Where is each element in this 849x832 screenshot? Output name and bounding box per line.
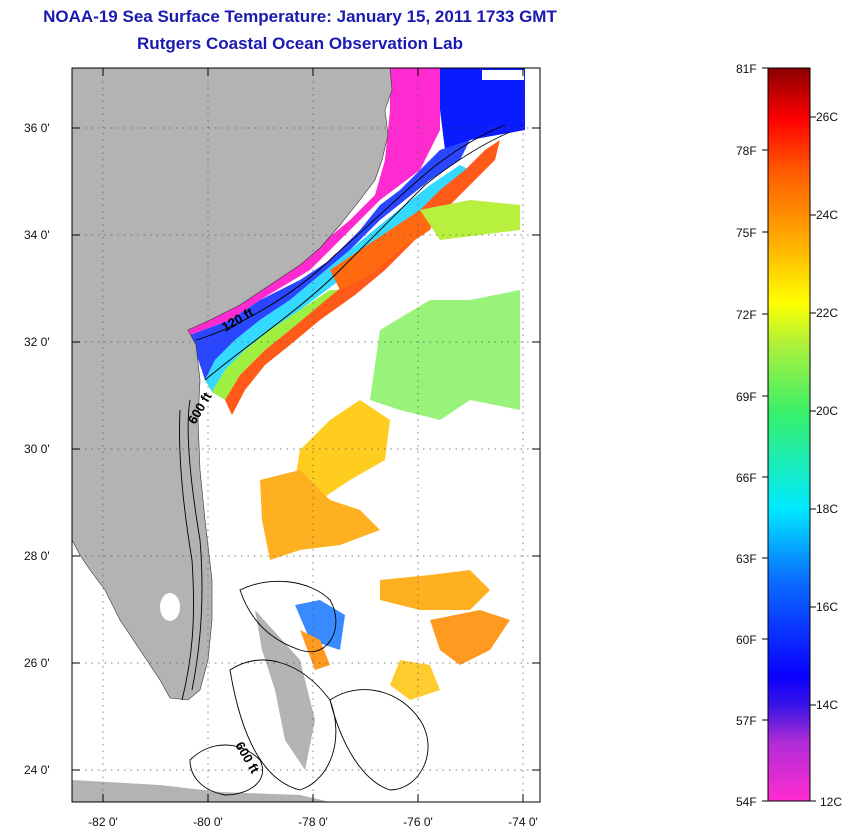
colorbar-f-label: 75F [736,226,757,240]
colorbar-c-label: 14C [816,698,838,712]
colorbar-f-label: 66F [736,471,757,485]
lat-tick-label: 24 0' [24,763,50,777]
lon-tick-label: -74 0' [508,815,538,829]
colorbar-c-label: 16C [816,600,838,614]
lon-tick-label: -76 0' [403,815,433,829]
lon-tick-label: -82 0' [88,815,118,829]
colorbar-c-label: 26C [816,110,838,124]
colorbar-c-label: 22C [816,306,838,320]
landmass [72,68,393,802]
colorbar-f-label: 69F [736,390,757,404]
colorbar-ticks [762,67,816,802]
colorbar-f-label: 60F [736,633,757,647]
map-subtitle: Rutgers Coastal Ocean Observation Lab [137,34,463,53]
lon-tick-label: -80 0' [193,815,223,829]
lat-tick-label: 32 0' [24,335,50,349]
colorbar-f-label: 54F [736,795,757,809]
lat-tick-label: 34 0' [24,228,50,242]
lat-tick-label: 36 0' [24,121,50,135]
colorbar-c-label: 12C [820,795,842,809]
lat-tick-label: 30 0' [24,442,50,456]
colorbar [767,67,811,802]
colorbar-f-label: 57F [736,714,757,728]
lat-tick-label: 28 0' [24,549,50,563]
colorbar-f-label: 63F [736,552,757,566]
colorbar-c-label: 24C [816,208,838,222]
lat-tick-label: 26 0' [24,656,50,670]
graticule [72,68,540,802]
colorbar-f-label: 72F [736,308,757,322]
depth-contours [179,124,511,796]
colorbar-f-label: 78F [736,144,757,158]
tick-marks [72,68,540,802]
colorbar-c-label: 20C [816,404,838,418]
colorbar-f-label: 81F [736,62,757,76]
map-title: NOAA-19 Sea Surface Temperature: January… [43,7,557,26]
lon-tick-label: -78 0' [298,815,328,829]
colorbar-c-label: 18C [816,502,838,516]
map-frame [71,67,541,803]
